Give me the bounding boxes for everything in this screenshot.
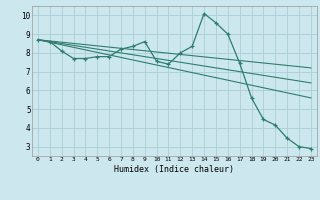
X-axis label: Humidex (Indice chaleur): Humidex (Indice chaleur) [115, 165, 234, 174]
